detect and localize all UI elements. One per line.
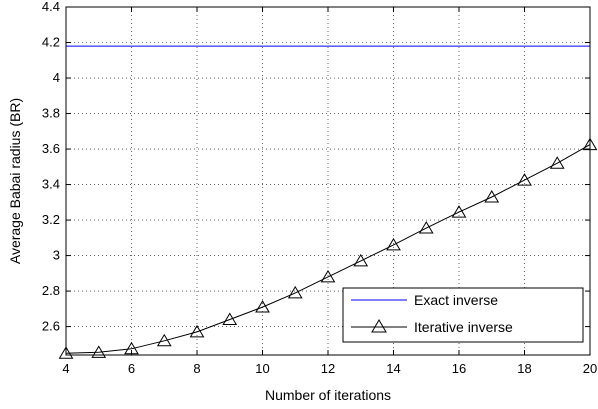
y-tick-label: 3 — [53, 248, 60, 263]
data-point-triangle — [58, 346, 74, 359]
data-point-triangle — [484, 189, 500, 203]
data-point-triangle — [517, 173, 532, 186]
legend: Exact inverse Iterative inverse — [342, 287, 584, 343]
x-tick-label: 10 — [255, 361, 269, 376]
data-point-triangle — [320, 269, 336, 283]
y-tick-label: 2.8 — [42, 283, 60, 298]
data-point-triangle — [418, 221, 434, 234]
y-tick-label: 4.2 — [42, 35, 60, 50]
y-tick-label: 3.8 — [42, 106, 60, 121]
x-tick-label: 18 — [517, 361, 531, 376]
data-point-triangle — [287, 285, 303, 299]
data-point-triangle — [91, 345, 107, 358]
data-point-triangle — [222, 312, 238, 325]
x-axis-label: Number of iterations — [265, 387, 391, 403]
data-point-triangle — [189, 324, 205, 338]
x-tick-label: 6 — [128, 361, 135, 376]
data-point-triangle — [386, 237, 401, 251]
x-axis-ticks: 4 6 8 10 12 14 16 18 20 — [62, 7, 597, 376]
data-point-triangle — [549, 156, 565, 169]
x-tick-label: 20 — [583, 361, 597, 376]
y-tick-label: 3.4 — [42, 177, 60, 192]
x-tick-label: 4 — [62, 361, 69, 376]
y-axis-ticks: 2.6 2.8 3 3.2 3.4 3.6 3.8 4 4.2 4.4 — [42, 0, 590, 334]
data-point-triangle — [451, 205, 467, 218]
x-tick-label: 8 — [193, 361, 200, 376]
y-tick-label: 3.2 — [42, 212, 60, 227]
data-point-triangle — [255, 300, 270, 313]
data-point-triangle — [156, 333, 172, 347]
data-point-triangle — [353, 253, 369, 267]
x-tick-label: 12 — [321, 361, 335, 376]
legend-marker-triangle-icon — [371, 319, 387, 333]
y-tick-label: 2.6 — [42, 319, 60, 334]
y-tick-label: 4.4 — [42, 0, 60, 14]
legend-box — [342, 287, 584, 343]
x-tick-label: 16 — [452, 361, 466, 376]
y-axis-label: Average Babai radius (BR) — [7, 98, 23, 264]
series-line-1 — [65, 144, 591, 354]
legend-label-exact-inverse: Exact inverse — [414, 292, 498, 308]
y-tick-label: 3.6 — [42, 141, 60, 156]
x-tick-label: 14 — [386, 361, 400, 376]
legend-label-iterative-inverse: Iterative inverse — [414, 319, 513, 335]
y-tick-label: 4 — [53, 70, 60, 85]
